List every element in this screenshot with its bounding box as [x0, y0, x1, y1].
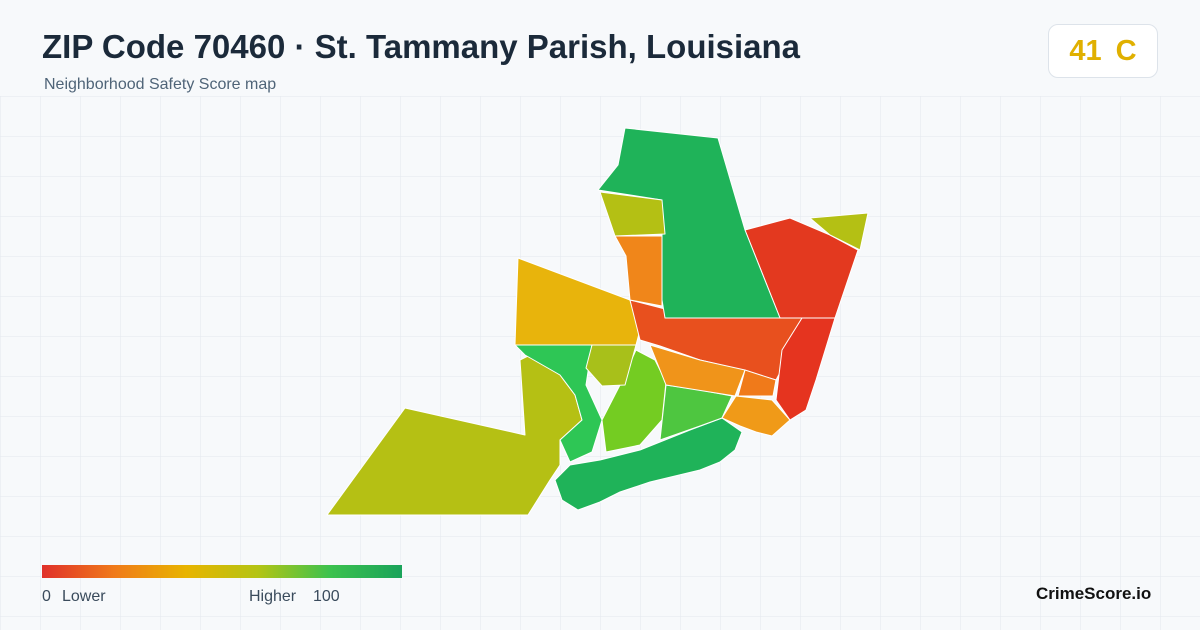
title: ZIP Code 70460 · St. Tammany Parish, Lou…: [42, 28, 801, 65]
brand: CrimeScore.io: [1036, 584, 1152, 603]
regions: [326, 127, 869, 516]
legend-min-label: Lower: [62, 588, 106, 605]
legend-gradient: [42, 565, 402, 578]
score-grade: C: [1115, 34, 1137, 67]
legend-min: 0: [42, 588, 51, 605]
score-badge: 41 C: [1048, 24, 1158, 78]
legend-max: 100: [313, 588, 340, 605]
legend-max-label: Higher: [249, 588, 297, 605]
score-value: 41: [1069, 34, 1102, 67]
subtitle: Neighborhood Safety Score map: [44, 76, 277, 93]
